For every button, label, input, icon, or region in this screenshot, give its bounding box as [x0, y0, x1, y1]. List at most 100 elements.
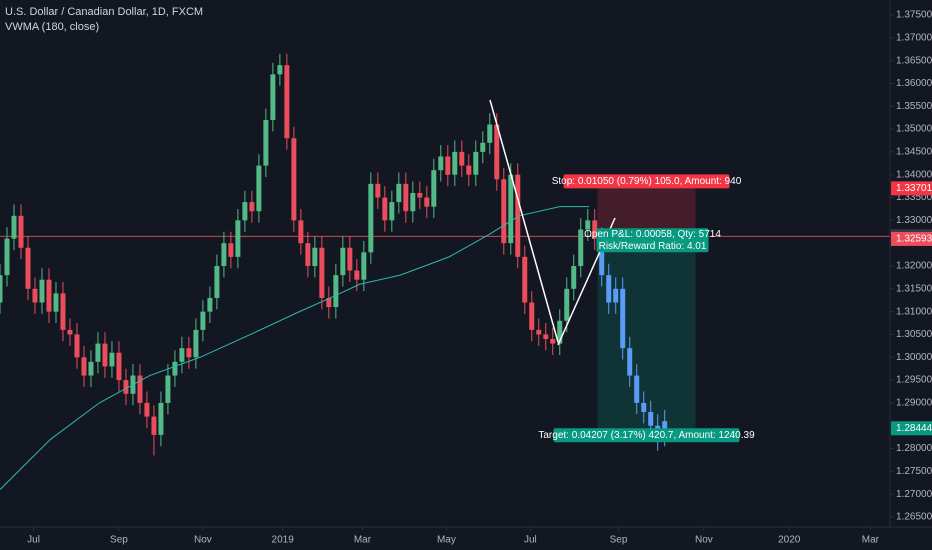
- target-label: Target: 0.04207 (3.17%) 420.7, Amount: 1…: [538, 430, 755, 441]
- candle-body: [361, 252, 367, 280]
- candle-body: [109, 352, 115, 367]
- x-tick-label: 2019: [272, 535, 295, 546]
- candle-body: [277, 65, 283, 75]
- candle-body: [410, 192, 416, 212]
- candle-body: [494, 124, 500, 180]
- candle-body: [543, 334, 549, 340]
- candle-body: [508, 174, 514, 244]
- candle-body: [256, 165, 262, 212]
- candle-body: [522, 256, 528, 303]
- candle-body: [389, 202, 395, 221]
- y-tick-label: 1.37000: [896, 32, 932, 43]
- candle-body: [340, 247, 346, 276]
- candle-body: [347, 247, 353, 271]
- candle-body: [536, 329, 542, 335]
- x-tick-label: Mar: [354, 535, 372, 546]
- candle-body: [32, 288, 38, 303]
- candle-body: [53, 293, 59, 312]
- x-tick-label: May: [437, 535, 456, 546]
- x-tick-label: Sep: [610, 535, 628, 546]
- candle-body: [613, 288, 619, 303]
- candle-body: [95, 343, 101, 362]
- candle-body: [606, 275, 612, 303]
- x-tick-label: Mar: [862, 535, 880, 546]
- candle-body: [466, 165, 472, 175]
- candle-body: [200, 311, 206, 330]
- price-label: 1.32593: [896, 234, 932, 245]
- candle-body: [291, 138, 297, 221]
- candle-body: [473, 151, 479, 175]
- y-tick-label: 1.36500: [896, 55, 932, 66]
- y-tick-label: 1.31500: [896, 283, 932, 294]
- candle-body: [102, 343, 108, 367]
- y-tick-label: 1.29500: [896, 375, 932, 386]
- candle-body: [382, 197, 388, 221]
- candle-body: [46, 279, 52, 312]
- vwma-line: [0, 206, 590, 490]
- candle-body: [172, 361, 178, 376]
- candle-body: [375, 183, 381, 198]
- candle-body: [165, 375, 171, 403]
- indicator-label: VWMA (180, close): [5, 21, 99, 33]
- candle-body: [571, 266, 577, 289]
- y-tick-label: 1.34500: [896, 147, 932, 158]
- candle-body: [18, 215, 24, 248]
- candle-body: [592, 220, 598, 239]
- candle-body: [60, 293, 66, 330]
- x-tick-label: Jul: [524, 535, 537, 546]
- candle-body: [221, 243, 227, 266]
- candle-body: [284, 65, 290, 139]
- candle-body: [235, 220, 241, 257]
- y-tick-label: 1.36000: [896, 78, 932, 89]
- x-tick-label: Sep: [110, 535, 128, 546]
- candle-body: [326, 297, 332, 308]
- candle-body: [599, 238, 605, 276]
- candle-body: [249, 202, 255, 212]
- candle-body: [424, 197, 430, 207]
- candle-body: [354, 270, 360, 280]
- candle-body: [515, 174, 521, 257]
- candle-body: [25, 247, 31, 289]
- candle-body: [123, 380, 129, 394]
- candle-body: [116, 352, 122, 381]
- price-label-box: [891, 231, 932, 246]
- pnl-label: Risk/Reward Ratio: 4.01: [599, 241, 707, 252]
- y-tick-label: 1.30000: [896, 352, 932, 363]
- y-tick-label: 1.27000: [896, 489, 932, 500]
- candle-body: [564, 288, 570, 321]
- candle-body: [67, 329, 73, 335]
- candle-body: [417, 192, 423, 198]
- candle-body: [452, 151, 458, 175]
- candle-body: [151, 416, 157, 435]
- price-label: 1.33701: [896, 183, 932, 194]
- y-tick-label: 1.37500: [896, 10, 932, 21]
- candle-body: [627, 348, 633, 376]
- x-tick-label: Nov: [695, 535, 713, 546]
- candle-body: [0, 275, 3, 303]
- candle-body: [634, 375, 640, 403]
- candle-body: [312, 247, 318, 266]
- y-tick-label: 1.29000: [896, 398, 932, 409]
- candle-body: [319, 247, 325, 298]
- candle-body: [74, 334, 80, 358]
- candle-body: [445, 156, 451, 175]
- candle-body: [81, 357, 87, 376]
- candle-body: [585, 220, 591, 230]
- plot-area: [0, 53, 890, 490]
- candle-body: [578, 229, 584, 266]
- candle-body: [88, 361, 94, 376]
- target-label-box: [553, 428, 740, 443]
- target-zone: [597, 236, 696, 429]
- candle-body: [648, 412, 654, 426]
- candle-body: [207, 297, 213, 312]
- stop-label: Stop: 0.01050 (0.79%) 105.0, Amount: 940: [552, 176, 742, 187]
- y-tick-label: 1.26500: [896, 512, 932, 523]
- candle-body: [144, 402, 150, 417]
- candle-body: [557, 320, 563, 344]
- stop-label-box: [563, 174, 730, 189]
- candle-body: [270, 74, 276, 120]
- candle-body: [137, 375, 143, 403]
- candle-body: [298, 220, 304, 244]
